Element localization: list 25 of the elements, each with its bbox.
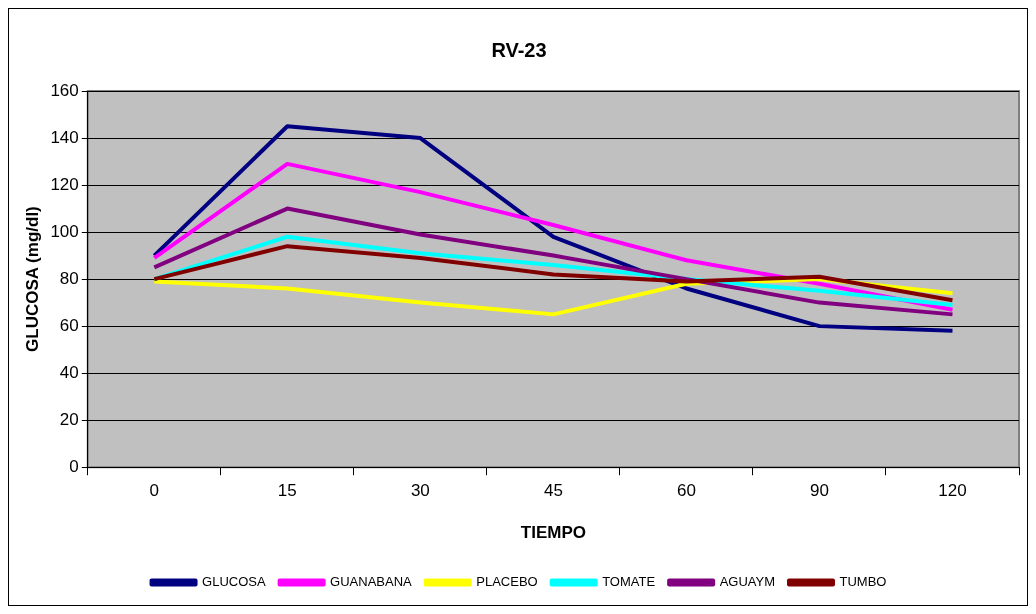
- y-tick-label: 140: [50, 127, 79, 147]
- x-tick-label: 60: [676, 481, 696, 501]
- y-axis-title: GLUCOSA (mg/dl): [22, 206, 42, 352]
- y-tick-label: 160: [50, 80, 79, 100]
- y-tick-label: 40: [59, 362, 79, 382]
- legend-label: GUANABANA: [330, 574, 413, 590]
- y-tick-label: 120: [50, 174, 79, 194]
- x-tick-label: 15: [277, 481, 297, 501]
- y-tick-label: 80: [59, 268, 79, 288]
- y-tick-label: 100: [50, 221, 79, 241]
- y-tick-label: 0: [69, 456, 79, 476]
- legend-label: PLACEBO: [476, 574, 538, 590]
- legend-label: TOMATE: [602, 574, 656, 590]
- chart-title: RV-23: [491, 38, 547, 61]
- x-tick-label: 0: [149, 481, 160, 501]
- y-tick-label: 60: [59, 315, 79, 335]
- legend-label: AGUAYM: [719, 574, 776, 590]
- x-tick-label: 120: [938, 481, 967, 501]
- y-tick-label: 20: [59, 409, 79, 429]
- x-axis-title: TIEMPO: [520, 523, 586, 543]
- legend-label: GLUCOSA: [202, 574, 266, 590]
- x-tick-label: 90: [809, 481, 829, 501]
- x-tick-label: 45: [543, 481, 563, 501]
- legend-label: TUMBO: [839, 574, 887, 590]
- x-tick-label: 30: [410, 481, 430, 501]
